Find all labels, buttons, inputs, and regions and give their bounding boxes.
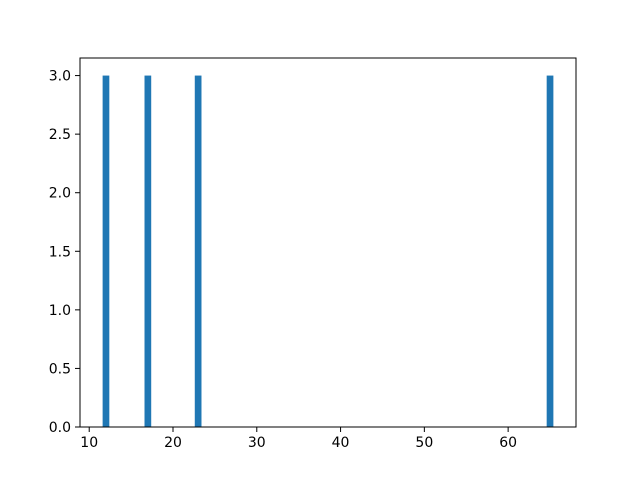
y-axis-tick-label: 0.5	[49, 361, 71, 377]
y-axis-tick-label: 2.5	[49, 127, 71, 143]
x-axis-tick-label: 20	[164, 435, 182, 451]
bar	[144, 75, 152, 427]
y-axis-tick-label: 2.0	[49, 186, 71, 202]
x-axis-tick-label: 60	[499, 435, 517, 451]
x-axis-tick-label: 30	[248, 435, 266, 451]
bar	[194, 75, 202, 427]
x-axis-tick-label: 40	[332, 435, 350, 451]
y-axis-tick-label: 1.5	[49, 244, 71, 260]
y-axis-tick-label: 3.0	[49, 69, 71, 85]
plot-border	[79, 57, 577, 428]
bar	[546, 75, 554, 427]
y-axis-tick-label: 0.0	[49, 420, 71, 436]
y-axis-tick-label: 1.0	[49, 303, 71, 319]
x-axis-tick-label: 50	[415, 435, 433, 451]
bar	[102, 75, 110, 427]
x-axis-tick-label: 10	[80, 435, 98, 451]
